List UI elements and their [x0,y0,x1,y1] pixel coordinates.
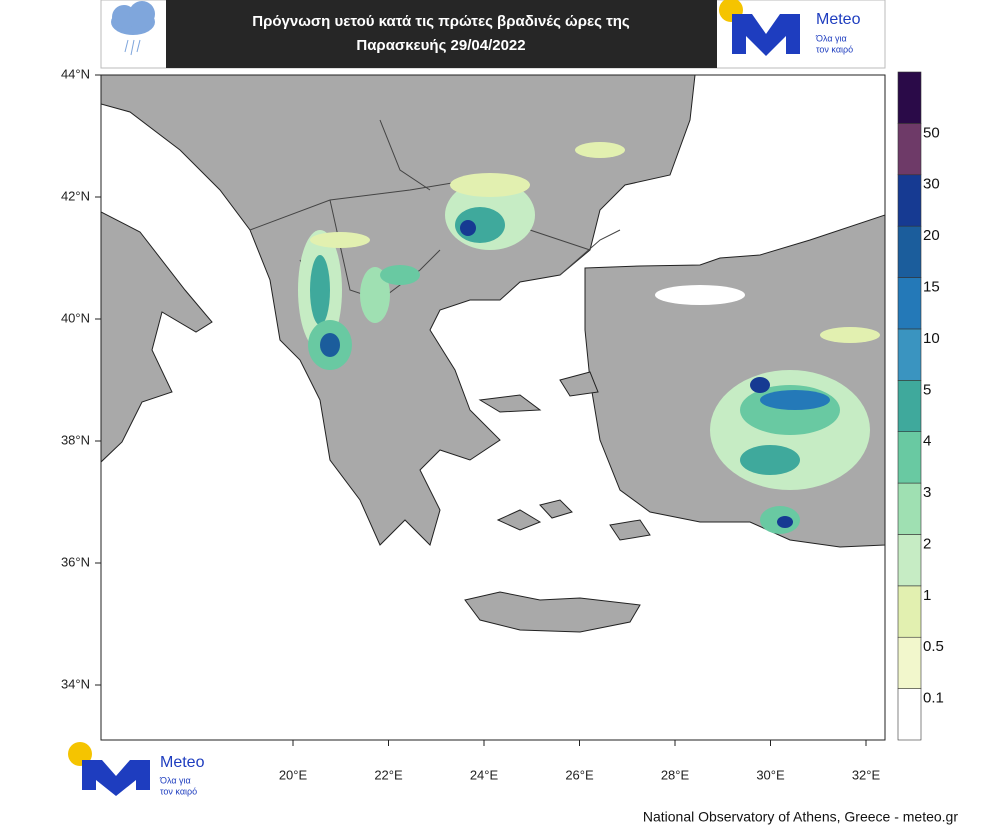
colorbar-label: 20 [923,227,940,244]
colorbar-segment [897,277,922,330]
colorbar-segment [897,688,922,741]
colorbar-label: 2 [923,535,931,552]
lon-label: 22°E [374,767,403,782]
colorbar-label: 0.5 [923,638,944,655]
title-line: Παρασκευής 29/04/2022 [356,37,525,54]
logo-name: Meteo [160,754,205,771]
lat-label: 40°N [61,310,90,325]
lon-label: 26°E [565,767,594,782]
map-frame [100,74,886,741]
colorbar-segment [897,71,922,124]
lat-label: 34°N [61,676,90,691]
colorbar-segment [897,534,922,587]
colorbar-segment [897,174,922,227]
colorbar-segment [897,123,922,176]
colorbar-segment [897,585,922,638]
colorbar-label: 3 [923,484,931,501]
colorbar-segment [897,636,922,689]
footer: National Observatory of Athens, Greece -… [643,809,958,825]
lat-label: 44°N [61,66,90,81]
colorbar-segment [897,328,922,381]
colorbar-label: 15 [923,279,940,296]
colorbar-segment [897,225,922,278]
bottom-logo: Meteo Όλα για τον καιρό [68,742,205,796]
colorbar-label: 10 [923,330,940,347]
lon-label: 30°E [756,767,785,782]
colorbar-label: 50 [923,124,940,141]
rain-icon [111,1,155,56]
logo-tagline: Όλα για [159,775,191,785]
header-banner [166,0,717,68]
lat-label: 38°N [61,432,90,447]
lon-label: 28°E [661,767,690,782]
colorbar-label: 4 [923,433,931,450]
lat-label: 42°N [61,188,90,203]
colorbar-segment [897,431,922,484]
colorbar-segment [897,380,922,432]
logo-name: Meteo [816,11,861,28]
lon-label: 20°E [279,767,308,782]
lon-label: 24°E [470,767,499,782]
lat-label: 36°N [61,554,90,569]
logo-tagline: τον καιρό [816,44,853,54]
colorbar-label: 5 [923,381,931,398]
title-line: Πρόγνωση υετού κατά τις πρώτες βραδινές … [252,13,630,30]
precipitation [298,142,880,534]
header-logo: Meteo Όλα για τον καιρό [719,0,861,56]
colorbar-label: 0.1 [923,690,944,707]
lon-label: 32°E [852,767,881,782]
logo-tagline: τον καιρό [160,786,197,796]
logo-tagline: Όλα για [815,33,847,43]
colorbar-segment [897,482,922,535]
map [101,75,885,740]
colorbar-label: 1 [923,587,931,604]
sea-of-marmara [655,285,745,305]
colorbar-label: 30 [923,176,940,193]
